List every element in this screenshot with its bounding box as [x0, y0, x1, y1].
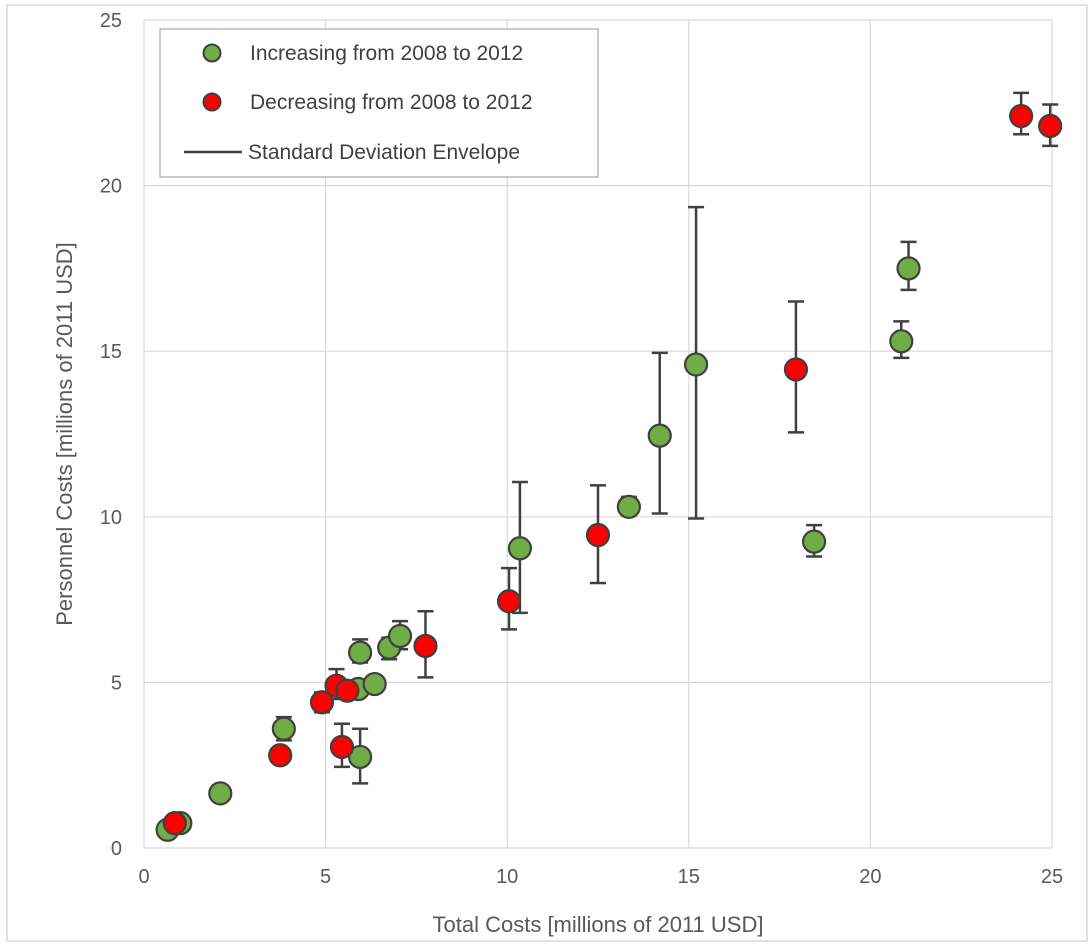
y-tick-label: 10	[100, 507, 122, 529]
y-tick-label: 25	[100, 10, 122, 32]
data-points	[155, 103, 1063, 842]
data-point-increasing	[507, 536, 533, 561]
data-point-increasing	[896, 256, 921, 281]
y-tick-label: 5	[111, 672, 122, 694]
data-point-decreasing	[162, 811, 187, 836]
legend-label-decreasing: Decreasing from 2008 to 2012	[250, 91, 533, 114]
data-point-increasing	[889, 329, 914, 354]
y-tick-label: 15	[100, 341, 122, 363]
data-point-decreasing	[335, 678, 360, 703]
data-point-increasing	[683, 352, 709, 377]
y-tick-label: 20	[100, 176, 122, 198]
data-point-increasing	[362, 671, 387, 697]
data-point-increasing	[647, 423, 672, 448]
data-point-increasing	[616, 494, 641, 519]
data-point-decreasing	[1009, 103, 1034, 129]
data-point-decreasing	[496, 589, 522, 614]
data-point-increasing	[802, 529, 827, 554]
x-tick-label: 15	[678, 866, 700, 888]
data-point-decreasing	[783, 357, 809, 382]
legend-marker-decreasing	[202, 92, 222, 112]
tick-labels: 0 5 10 15 20 25 0 5 10 15 20 25	[100, 10, 1063, 888]
data-point-decreasing	[413, 633, 438, 659]
x-tick-label: 0	[138, 866, 149, 888]
x-tick-label: 5	[320, 866, 331, 888]
x-tick-label: 20	[859, 866, 881, 888]
x-tick-label: 10	[496, 866, 518, 888]
legend-marker-increasing	[202, 43, 222, 63]
y-axis-title: Personnel Costs [millions of 2011 USD]	[52, 242, 77, 626]
x-axis-title: Total Costs [millions of 2011 USD]	[433, 912, 764, 937]
legend-label-stddev: Standard Deviation Envelope	[248, 141, 520, 164]
data-point-increasing	[348, 744, 373, 770]
data-point-decreasing	[329, 734, 355, 760]
data-point-decreasing	[268, 743, 293, 768]
data-point-increasing	[271, 716, 296, 741]
data-point-decreasing	[309, 690, 335, 715]
legend: Increasing from 2008 to 2012 Decreasing …	[159, 28, 599, 178]
data-point-decreasing	[1038, 113, 1063, 139]
y-tick-label: 0	[111, 838, 122, 860]
chart-border	[6, 4, 1088, 942]
data-point-increasing	[387, 623, 413, 649]
x-tick-label: 25	[1041, 866, 1063, 888]
data-point-increasing	[208, 781, 233, 806]
data-point-increasing	[348, 640, 373, 665]
legend-label-increasing: Increasing from 2008 to 2012	[250, 42, 523, 65]
data-point-decreasing	[585, 522, 611, 548]
